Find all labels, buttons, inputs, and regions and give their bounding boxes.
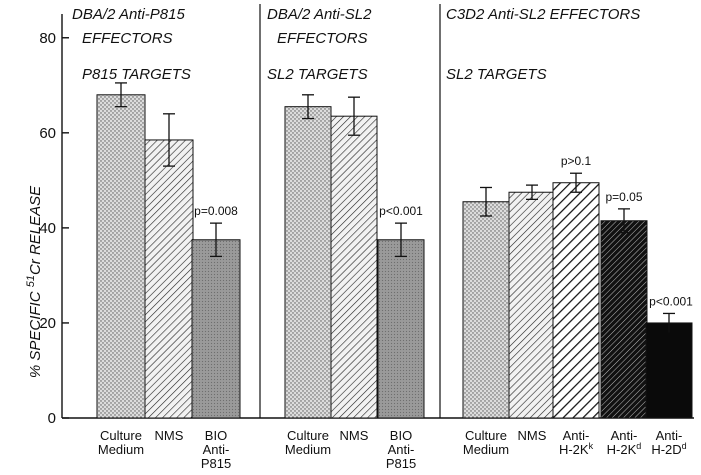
panel-effector-title: EFFECTORS: [277, 30, 368, 47]
category-label: Anti-: [656, 428, 683, 443]
panel-target-title: P815 TARGETS: [82, 66, 191, 83]
category-label: Culture: [287, 428, 329, 443]
category-label: P815: [386, 456, 416, 471]
y-tick-label: 60: [39, 125, 56, 142]
category-label: BIO: [205, 428, 227, 443]
category-label: NMS: [155, 428, 184, 443]
panel-1: DBA/2 Anti-P815 EFFECTORS P815 TARGETS Cult…: [72, 6, 241, 471]
bar: [144, 139, 194, 419]
category-label: Anti-: [611, 428, 638, 443]
bar-annotation: p<0.001: [649, 294, 693, 308]
category-label: Culture: [465, 428, 507, 443]
bar: [96, 94, 146, 419]
bar: [508, 191, 556, 419]
bar: [191, 239, 241, 419]
panel-2: DBA/2 Anti-SL2 EFFECTORS SL2 TARGETS Cultur…: [267, 6, 425, 471]
panel-effector-title: EFFECTORS: [82, 30, 173, 47]
category-label: H-2Kk: [559, 441, 594, 457]
category-label: Anti-: [563, 428, 590, 443]
panel-effector-title: C3D2 Anti-SL2 EFFECTORS: [446, 6, 640, 23]
category-label: H-2Dd: [651, 441, 686, 457]
category-label: BIO: [390, 428, 412, 443]
y-tick-label: 40: [39, 220, 56, 237]
panel-target-title: SL2 TARGETS: [446, 66, 547, 83]
category-label: Medium: [463, 442, 509, 457]
category-label: Anti-: [203, 442, 230, 457]
category-label: NMS: [518, 428, 547, 443]
y-tick-label: 80: [39, 30, 56, 47]
bar-annotation: p=0.008: [194, 204, 238, 218]
category-label: Culture: [100, 428, 142, 443]
panel-target-title: SL2 TARGETS: [267, 66, 368, 83]
category-label: Anti-: [388, 442, 415, 457]
panels: DBA/2 Anti-P815 EFFECTORS P815 TARGETS Cult…: [62, 4, 694, 471]
bar: [462, 201, 510, 419]
bar: [645, 322, 693, 419]
y-axis-label: % SPECIFIC 51Cr RELEASE: [25, 185, 44, 378]
category-label: H-2Kd: [607, 441, 642, 457]
category-label: NMS: [340, 428, 369, 443]
y-tick-label: 0: [48, 410, 56, 427]
bar-annotation: p>0.1: [561, 154, 592, 168]
panel-3: C3D2 Anti-SL2 EFFECTORS SL2 TARGETS Cultur…: [446, 6, 693, 457]
bar: [377, 239, 425, 419]
bar: [284, 106, 332, 419]
bar-annotation: p<0.001: [379, 204, 423, 218]
panel-effector-title: DBA/2 Anti-P815: [72, 6, 185, 23]
y-axis: 0 20 40 60 80 % SPECIFIC 51Cr RELEASE: [25, 14, 69, 427]
category-label: Medium: [285, 442, 331, 457]
bar: [552, 182, 600, 419]
bar: [330, 115, 378, 419]
category-label: P815: [201, 456, 231, 471]
panel-effector-title: DBA/2 Anti-SL2: [267, 6, 372, 23]
y-tick-label: 20: [39, 315, 56, 332]
bar: [600, 220, 648, 419]
bar-annotation: p=0.05: [605, 190, 642, 204]
category-label: Medium: [98, 442, 144, 457]
